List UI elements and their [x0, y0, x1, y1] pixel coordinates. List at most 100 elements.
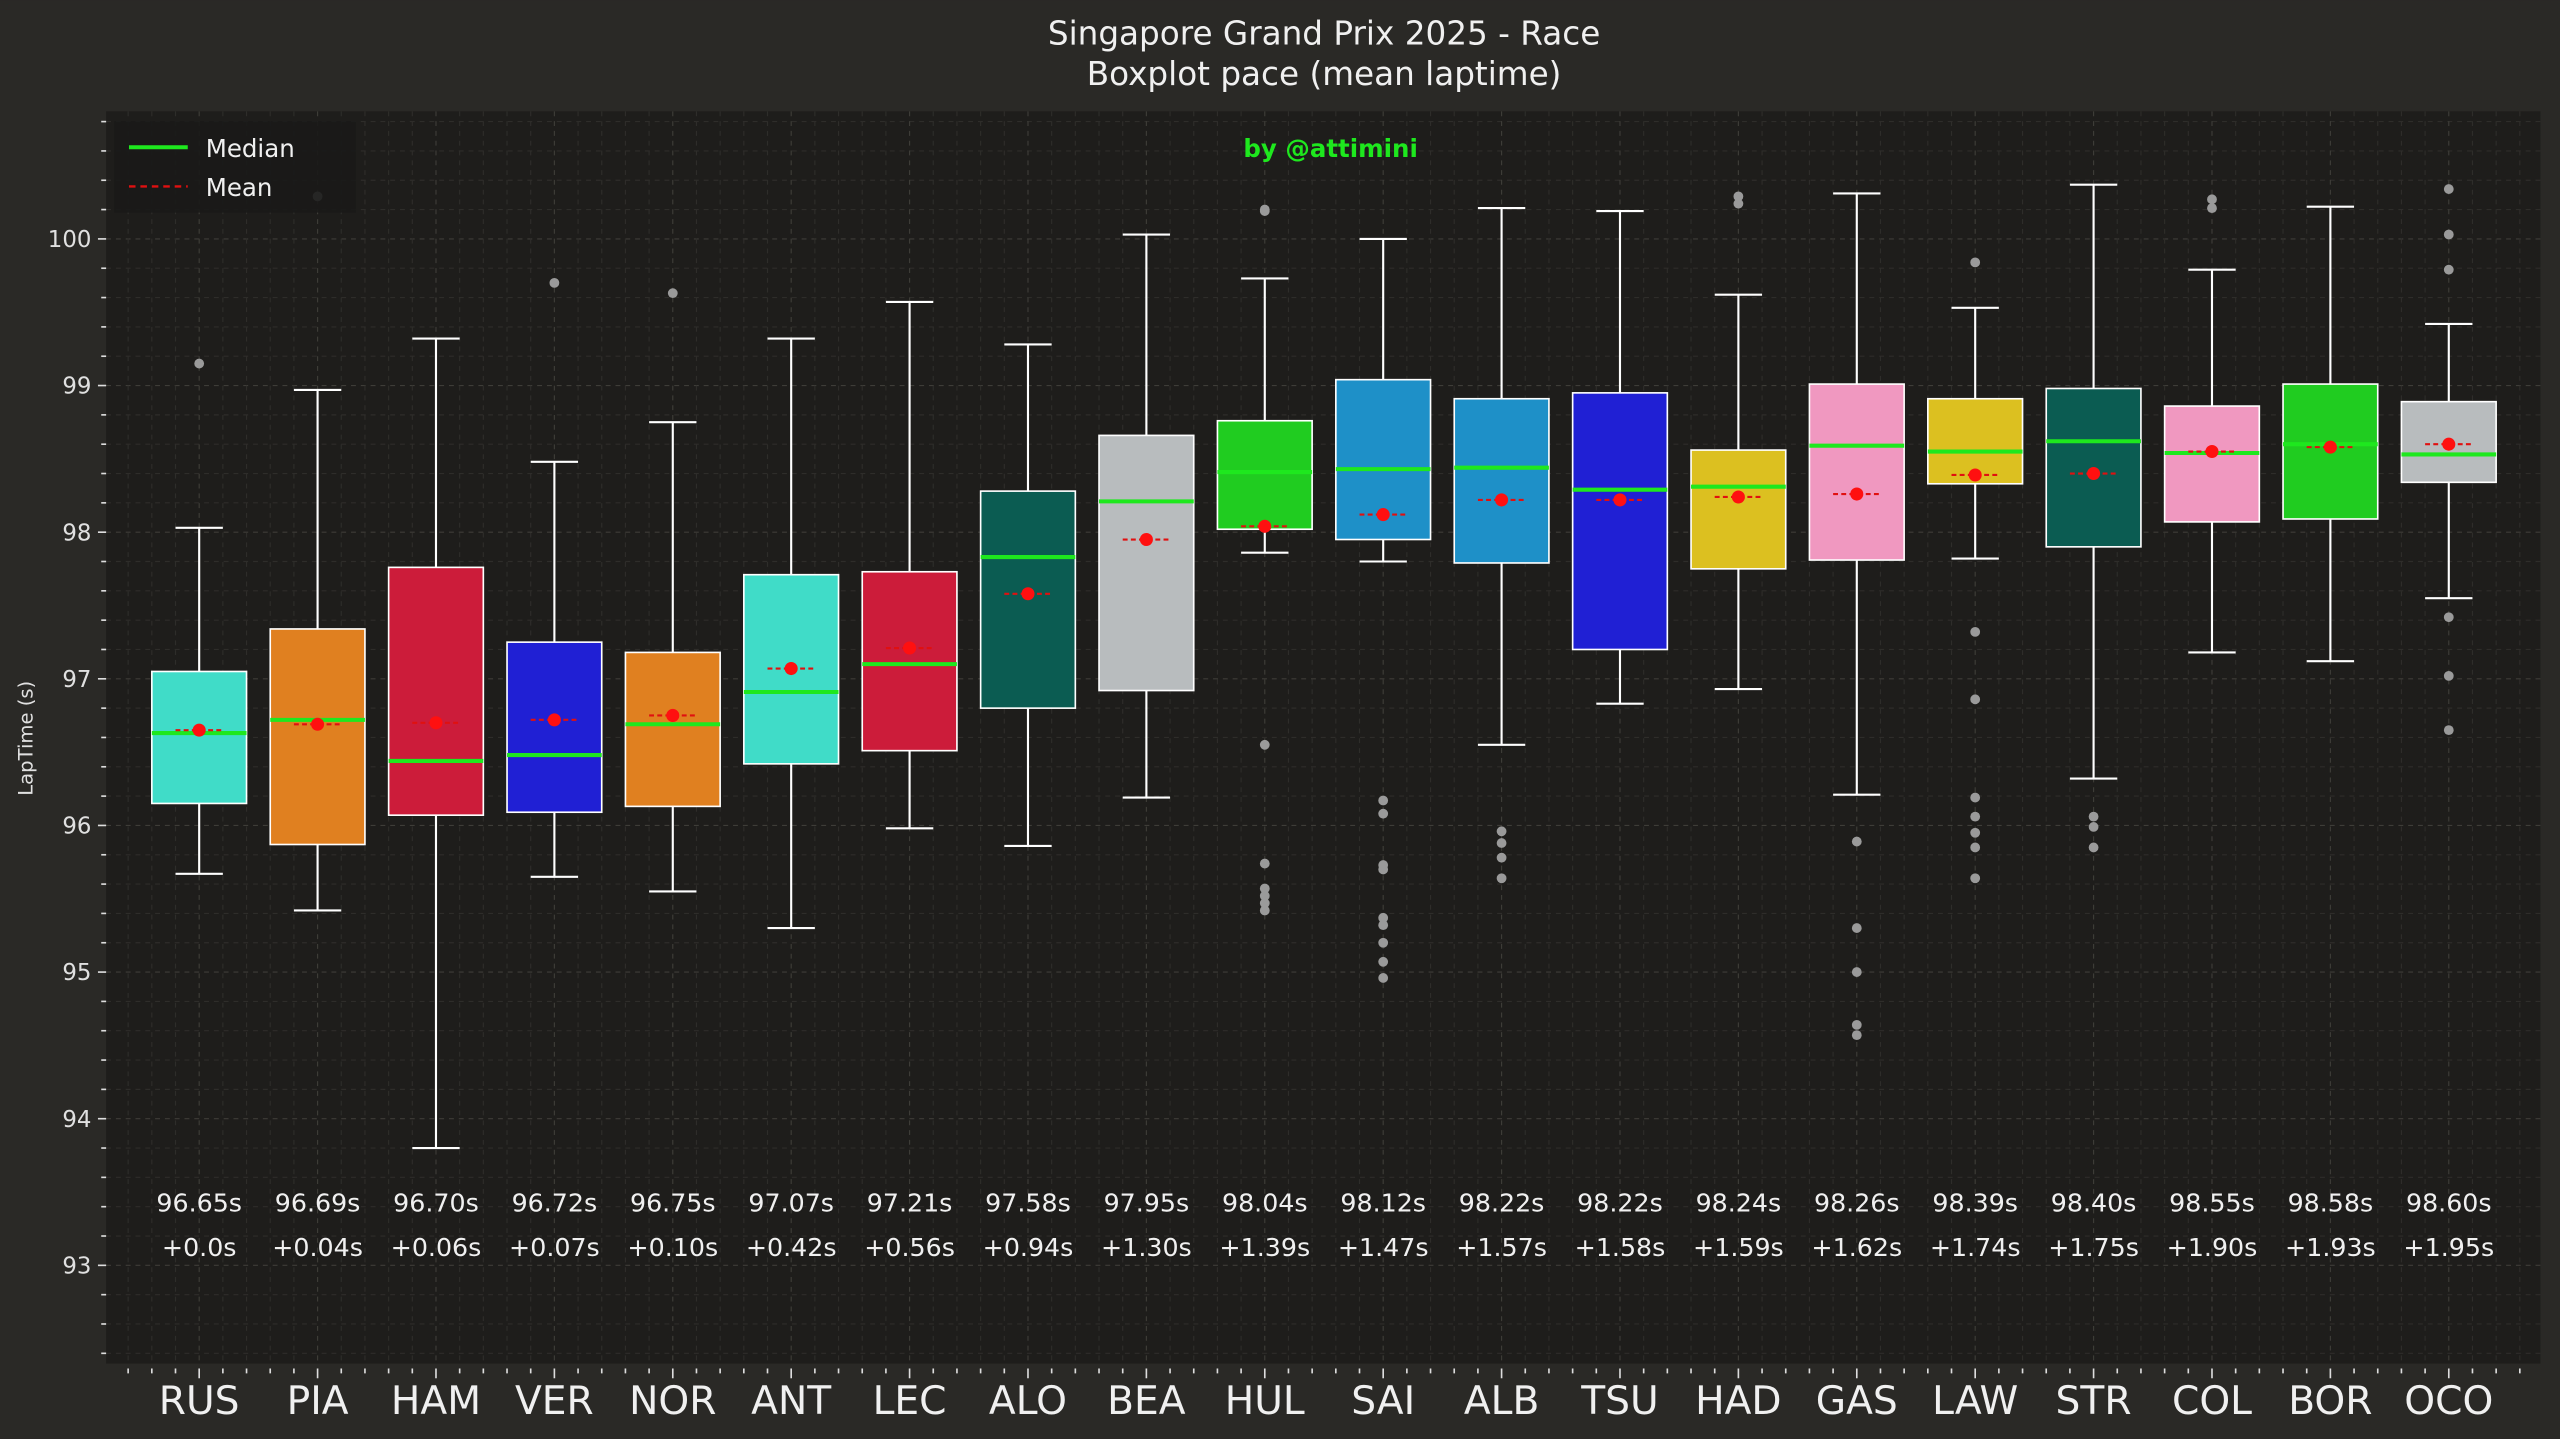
outlier-point: [2443, 229, 2454, 240]
box-law: [1927, 257, 2024, 884]
mean-marker: [2205, 444, 2219, 459]
mean-marker: [1139, 532, 1153, 547]
mean-label: 98.55s: [2169, 1189, 2255, 1218]
watermark: by @attimini: [1243, 134, 1417, 163]
outlier-point: [1259, 890, 1270, 901]
delta-label: +1.39s: [1219, 1233, 1310, 1262]
box-ham: [387, 337, 485, 1150]
x-tick-label: RUS: [159, 1379, 240, 1424]
legend-box: [114, 121, 356, 213]
box-alb: [1453, 207, 1550, 884]
mean-label: 98.26s: [1814, 1189, 1900, 1218]
box-lec: [861, 300, 958, 830]
outlier-point: [2443, 264, 2454, 275]
delta-label: +0.10s: [627, 1233, 718, 1262]
iqr-box: [1690, 449, 1787, 570]
mean-label: 98.39s: [1932, 1189, 2018, 1218]
x-tick-label: VER: [515, 1379, 594, 1424]
y-tick-label: 95: [62, 960, 91, 986]
mean-marker: [1495, 493, 1509, 507]
x-tick-label: TSU: [1580, 1379, 1658, 1424]
x-tick-label: HAD: [1695, 1379, 1781, 1424]
outlier-point: [1851, 836, 1862, 847]
outlier-point: [1733, 198, 1744, 209]
x-tick-label: HAM: [391, 1379, 481, 1424]
legend-median-label: Median: [206, 134, 295, 163]
outlier-point: [1496, 826, 1507, 837]
delta-label: +0.94s: [983, 1233, 1074, 1262]
delta-label: +1.58s: [1575, 1233, 1666, 1262]
delta-label: +1.59s: [1693, 1233, 1784, 1262]
mean-label: 97.58s: [985, 1189, 1071, 1218]
outlier-point: [1378, 920, 1389, 931]
mean-label: 98.40s: [2051, 1189, 2137, 1218]
outlier-point: [1378, 864, 1389, 875]
outlier-point: [1378, 956, 1389, 967]
mean-marker: [1850, 487, 1864, 501]
outlier-point: [1259, 858, 1270, 869]
box-col: [2163, 194, 2261, 654]
mean-marker: [2442, 437, 2456, 451]
y-tick-label: 98: [62, 520, 91, 546]
outlier-point: [1970, 827, 1981, 838]
mean-marker: [1731, 490, 1745, 504]
chart-title: Singapore Grand Prix 2025 - Race: [1048, 14, 1600, 52]
outlier-point: [549, 277, 560, 288]
iqr-box: [151, 670, 248, 805]
outlier-point: [1970, 873, 1981, 884]
box-str: [2045, 183, 2142, 853]
outlier-point: [2088, 842, 2099, 853]
mean-label: 98.12s: [1340, 1189, 1426, 1218]
boxes: [151, 183, 2497, 1150]
x-tick-label: STR: [2056, 1379, 2132, 1424]
y-tick-label: 97: [62, 667, 91, 693]
iqr-box: [1098, 434, 1195, 692]
mean-marker: [429, 716, 443, 730]
box-sai: [1335, 237, 1432, 983]
delta-label: +1.75s: [2048, 1233, 2139, 1262]
y-tick-label: 99: [62, 374, 91, 400]
iqr-box: [1335, 378, 1432, 541]
box-gas: [1808, 192, 1905, 1041]
box-alo: [979, 343, 1077, 848]
outlier-point: [1970, 694, 1981, 705]
x-tick-label: HUL: [1225, 1379, 1305, 1424]
mean-marker: [1376, 508, 1390, 522]
iqr-box: [624, 651, 721, 808]
outlier-point: [1378, 808, 1389, 819]
outlier-point: [2207, 203, 2217, 214]
outlier-point: [2088, 822, 2099, 832]
outlier-point: [2443, 184, 2454, 194]
outlier-point: [1496, 873, 1507, 884]
mean-label: 98.24s: [1696, 1189, 1782, 1218]
outlier-point: [1851, 923, 1862, 933]
iqr-box: [861, 570, 958, 752]
annotations: 96.65s +0.0s 96.69s +0.04s 96.70s +0.06s 96.72…: [156, 1189, 2494, 1262]
iqr-box: [387, 566, 485, 816]
mean-label: 97.07s: [748, 1189, 834, 1218]
outlier-point: [1851, 967, 1862, 977]
legend: Median Mean: [114, 121, 356, 213]
outlier-point: [2443, 612, 2454, 623]
delta-label: +0.04s: [272, 1233, 363, 1262]
y-tick-label: 93: [62, 1254, 91, 1280]
x-tick-label: BEA: [1107, 1379, 1186, 1424]
iqr-box: [506, 641, 603, 814]
legend-mean-label: Mean: [206, 173, 273, 202]
mean-marker: [1968, 468, 1982, 482]
x-tick-label: ALO: [989, 1379, 1067, 1424]
outlier-point: [667, 288, 678, 299]
mean-label: 97.21s: [867, 1189, 953, 1218]
x-tick-label: LEC: [873, 1379, 947, 1424]
outlier-point: [1259, 206, 1270, 216]
delta-label: +0.42s: [746, 1233, 837, 1262]
outlier-point: [1378, 912, 1389, 923]
outlier-point: [1378, 973, 1389, 983]
box-ver: [506, 277, 603, 878]
mean-label: 96.70s: [393, 1189, 479, 1218]
mean-marker: [192, 723, 206, 737]
delta-label: +0.56s: [864, 1233, 955, 1262]
x-tick-label: NOR: [629, 1379, 716, 1424]
iqr-box: [1453, 397, 1550, 564]
